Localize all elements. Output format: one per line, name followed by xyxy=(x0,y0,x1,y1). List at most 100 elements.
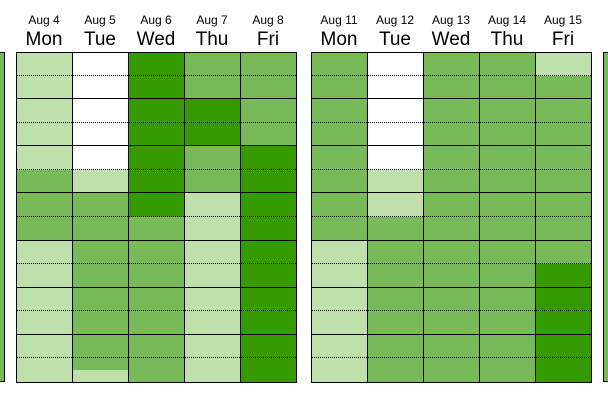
time-slot[interactable] xyxy=(184,193,240,217)
time-slot[interactable] xyxy=(184,287,240,312)
time-slot[interactable] xyxy=(423,52,479,76)
time-slot[interactable] xyxy=(535,287,591,312)
time-slot[interactable] xyxy=(184,169,240,194)
time-slot[interactable] xyxy=(240,264,296,288)
time-slot[interactable] xyxy=(128,311,184,335)
time-slot[interactable] xyxy=(311,264,367,288)
time-slot[interactable] xyxy=(128,240,184,265)
time-slot[interactable] xyxy=(16,358,72,382)
time-slot[interactable] xyxy=(479,358,535,382)
time-slot[interactable] xyxy=(72,146,128,170)
time-slot[interactable] xyxy=(535,52,591,76)
time-slot[interactable] xyxy=(311,99,367,123)
time-slot[interactable] xyxy=(128,264,184,288)
time-slot[interactable] xyxy=(479,99,535,123)
time-slot[interactable] xyxy=(535,264,591,288)
time-slot[interactable] xyxy=(184,311,240,335)
time-slot[interactable] xyxy=(367,146,423,170)
time-slot[interactable] xyxy=(240,287,296,312)
time-slot[interactable] xyxy=(311,169,367,194)
time-slot[interactable] xyxy=(128,358,184,382)
time-slot[interactable] xyxy=(423,75,479,100)
time-slot[interactable] xyxy=(535,334,591,359)
time-slot[interactable] xyxy=(311,75,367,100)
time-slot[interactable] xyxy=(535,311,591,335)
time-slot[interactable] xyxy=(367,122,423,147)
time-slot[interactable] xyxy=(72,264,128,288)
time-slot[interactable] xyxy=(479,240,535,265)
time-slot[interactable] xyxy=(16,287,72,312)
time-slot[interactable] xyxy=(240,52,296,76)
time-slot[interactable] xyxy=(367,193,423,217)
time-slot[interactable] xyxy=(184,99,240,123)
time-slot[interactable] xyxy=(423,311,479,335)
time-slot[interactable] xyxy=(311,358,367,382)
time-slot[interactable] xyxy=(535,240,591,265)
time-slot[interactable] xyxy=(128,146,184,170)
time-slot[interactable] xyxy=(184,264,240,288)
time-slot[interactable] xyxy=(367,358,423,382)
time-slot[interactable] xyxy=(311,240,367,265)
time-slot[interactable] xyxy=(72,99,128,123)
time-slot[interactable] xyxy=(311,287,367,312)
time-slot[interactable] xyxy=(128,75,184,100)
time-slot[interactable] xyxy=(479,75,535,100)
time-slot[interactable] xyxy=(423,240,479,265)
time-slot[interactable] xyxy=(72,311,128,335)
time-slot[interactable] xyxy=(184,146,240,170)
time-slot[interactable] xyxy=(128,99,184,123)
time-slot[interactable] xyxy=(16,240,72,265)
time-slot[interactable] xyxy=(479,264,535,288)
time-slot[interactable] xyxy=(16,146,72,170)
time-slot[interactable] xyxy=(16,217,72,241)
time-slot[interactable] xyxy=(184,217,240,241)
time-slot[interactable] xyxy=(16,52,72,76)
time-slot[interactable] xyxy=(16,169,72,194)
time-slot[interactable] xyxy=(367,99,423,123)
time-slot[interactable] xyxy=(311,146,367,170)
time-slot[interactable] xyxy=(479,146,535,170)
time-slot[interactable] xyxy=(535,75,591,100)
time-slot[interactable] xyxy=(311,311,367,335)
time-slot[interactable] xyxy=(423,264,479,288)
time-slot[interactable] xyxy=(16,334,72,359)
time-slot[interactable] xyxy=(72,122,128,147)
time-slot[interactable] xyxy=(535,193,591,217)
time-slot[interactable] xyxy=(423,193,479,217)
time-slot[interactable] xyxy=(367,217,423,241)
time-slot[interactable] xyxy=(423,169,479,194)
time-slot[interactable] xyxy=(128,217,184,241)
time-slot[interactable] xyxy=(240,146,296,170)
time-slot[interactable] xyxy=(367,52,423,76)
time-slot[interactable] xyxy=(72,358,128,382)
time-slot[interactable] xyxy=(72,334,128,359)
time-slot[interactable] xyxy=(16,122,72,147)
time-slot[interactable] xyxy=(479,193,535,217)
time-slot[interactable] xyxy=(72,169,128,194)
time-slot[interactable] xyxy=(240,311,296,335)
time-slot[interactable] xyxy=(72,240,128,265)
time-slot[interactable] xyxy=(423,287,479,312)
time-slot[interactable] xyxy=(423,217,479,241)
time-slot[interactable] xyxy=(479,122,535,147)
time-slot[interactable] xyxy=(535,99,591,123)
time-slot[interactable] xyxy=(184,52,240,76)
time-slot[interactable] xyxy=(240,217,296,241)
time-slot[interactable] xyxy=(367,264,423,288)
time-slot[interactable] xyxy=(479,169,535,194)
time-slot[interactable] xyxy=(240,75,296,100)
time-slot[interactable] xyxy=(535,122,591,147)
time-slot[interactable] xyxy=(311,52,367,76)
time-slot[interactable] xyxy=(535,169,591,194)
time-slot[interactable] xyxy=(535,217,591,241)
time-slot[interactable] xyxy=(479,311,535,335)
time-slot[interactable] xyxy=(128,122,184,147)
time-slot[interactable] xyxy=(311,193,367,217)
time-slot[interactable] xyxy=(479,52,535,76)
time-slot[interactable] xyxy=(72,193,128,217)
time-slot[interactable] xyxy=(128,169,184,194)
time-slot[interactable] xyxy=(16,193,72,217)
time-slot[interactable] xyxy=(479,287,535,312)
time-slot[interactable] xyxy=(423,358,479,382)
time-slot[interactable] xyxy=(367,311,423,335)
